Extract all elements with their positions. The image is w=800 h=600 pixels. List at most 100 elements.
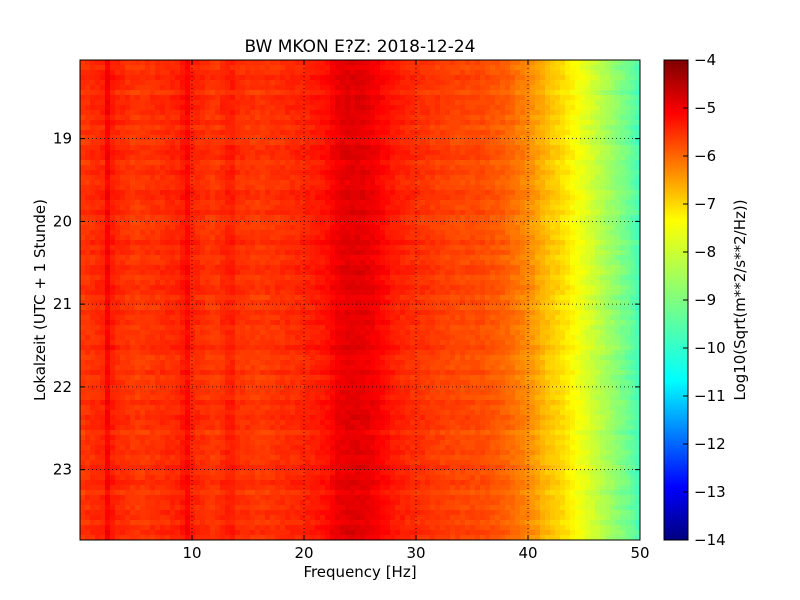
heatmap-cell	[190, 145, 196, 151]
heatmap-cell	[85, 100, 91, 106]
heatmap-cell	[320, 280, 326, 286]
heatmap-cell	[315, 220, 321, 226]
heatmap-cell	[455, 155, 461, 161]
heatmap-cell	[280, 100, 286, 106]
heatmap-cell	[590, 175, 596, 181]
heatmap-cell	[355, 140, 361, 146]
heatmap-cell	[525, 80, 531, 86]
heatmap-cell	[570, 240, 576, 246]
heatmap-cell	[280, 80, 286, 86]
heatmap-cell	[460, 195, 466, 201]
heatmap-cell	[160, 275, 166, 281]
heatmap-cell	[495, 210, 501, 216]
heatmap-cell	[125, 240, 131, 246]
heatmap-cell	[635, 115, 641, 121]
heatmap-cell	[375, 255, 381, 261]
heatmap-cell	[370, 175, 376, 181]
heatmap-cell	[360, 205, 366, 211]
heatmap-cell	[185, 210, 191, 216]
heatmap-cell	[410, 90, 416, 96]
heatmap-cell	[275, 215, 281, 221]
heatmap-cell	[430, 120, 436, 126]
heatmap-cell	[395, 95, 401, 101]
heatmap-cell	[110, 235, 116, 241]
heatmap-cell	[255, 195, 261, 201]
heatmap-cell	[535, 210, 541, 216]
heatmap-cell	[170, 60, 176, 66]
heatmap-cell	[545, 210, 551, 216]
heatmap-cell	[80, 135, 86, 141]
heatmap-cell	[420, 210, 426, 216]
heatmap-cell	[285, 250, 291, 256]
heatmap-cell	[80, 205, 86, 211]
heatmap-cell	[180, 115, 186, 121]
heatmap-cell	[445, 210, 451, 216]
heatmap-cell	[165, 270, 171, 276]
heatmap-cell	[510, 70, 516, 76]
heatmap-cell	[100, 115, 106, 121]
heatmap-cell	[555, 120, 561, 126]
heatmap-cell	[475, 140, 481, 146]
heatmap-cell	[465, 65, 471, 71]
heatmap-cell	[380, 70, 386, 76]
heatmap-cell	[230, 125, 236, 131]
heatmap-cell	[490, 115, 496, 121]
heatmap-cell	[605, 275, 611, 281]
heatmap-cell	[420, 65, 426, 71]
heatmap-cell	[190, 270, 196, 276]
heatmap-cell	[620, 130, 626, 136]
heatmap-cell	[505, 225, 511, 231]
heatmap-cell	[625, 185, 631, 191]
heatmap-cell	[110, 275, 116, 281]
heatmap-cell	[220, 75, 226, 81]
heatmap-cell	[570, 110, 576, 116]
heatmap-cell	[285, 120, 291, 126]
heatmap-cell	[415, 80, 421, 86]
heatmap-cell	[485, 110, 491, 116]
heatmap-cell	[100, 185, 106, 191]
heatmap-cell	[560, 105, 566, 111]
heatmap-cell	[130, 115, 136, 121]
heatmap-cell	[560, 250, 566, 256]
heatmap-cell	[575, 145, 581, 151]
heatmap-cell	[90, 180, 96, 186]
heatmap-cell	[335, 100, 341, 106]
heatmap-cell	[85, 110, 91, 116]
heatmap-cell	[490, 210, 496, 216]
heatmap-cell	[390, 260, 396, 266]
heatmap-cell	[595, 190, 601, 196]
heatmap-cell	[425, 230, 431, 236]
heatmap-cell	[195, 180, 201, 186]
heatmap-cell	[225, 110, 231, 116]
heatmap-cell	[405, 155, 411, 161]
heatmap-cell	[310, 265, 316, 271]
heatmap-cell	[600, 90, 606, 96]
heatmap-cell	[630, 195, 636, 201]
heatmap-cell	[300, 115, 306, 121]
heatmap-cell	[100, 255, 106, 261]
heatmap-cell	[505, 140, 511, 146]
heatmap-cell	[255, 80, 261, 86]
heatmap-cell	[260, 165, 266, 171]
heatmap-cell	[505, 145, 511, 151]
heatmap-cell	[185, 180, 191, 186]
heatmap-cell	[180, 70, 186, 76]
heatmap-cell	[330, 180, 336, 186]
heatmap-cell	[480, 275, 486, 281]
heatmap-cell	[235, 270, 241, 276]
heatmap-cell	[395, 200, 401, 206]
heatmap-cell	[290, 175, 296, 181]
heatmap-cell	[460, 180, 466, 186]
heatmap-cell	[435, 90, 441, 96]
heatmap-cell	[290, 255, 296, 261]
heatmap-cell	[475, 185, 481, 191]
heatmap-cell	[385, 140, 391, 146]
heatmap-cell	[120, 180, 126, 186]
heatmap-cell	[300, 65, 306, 71]
heatmap-cell	[380, 235, 386, 241]
heatmap-cell	[140, 195, 146, 201]
heatmap-cell	[465, 200, 471, 206]
heatmap-cell	[345, 170, 351, 176]
heatmap-cell	[350, 165, 356, 171]
heatmap-cell	[245, 225, 251, 231]
